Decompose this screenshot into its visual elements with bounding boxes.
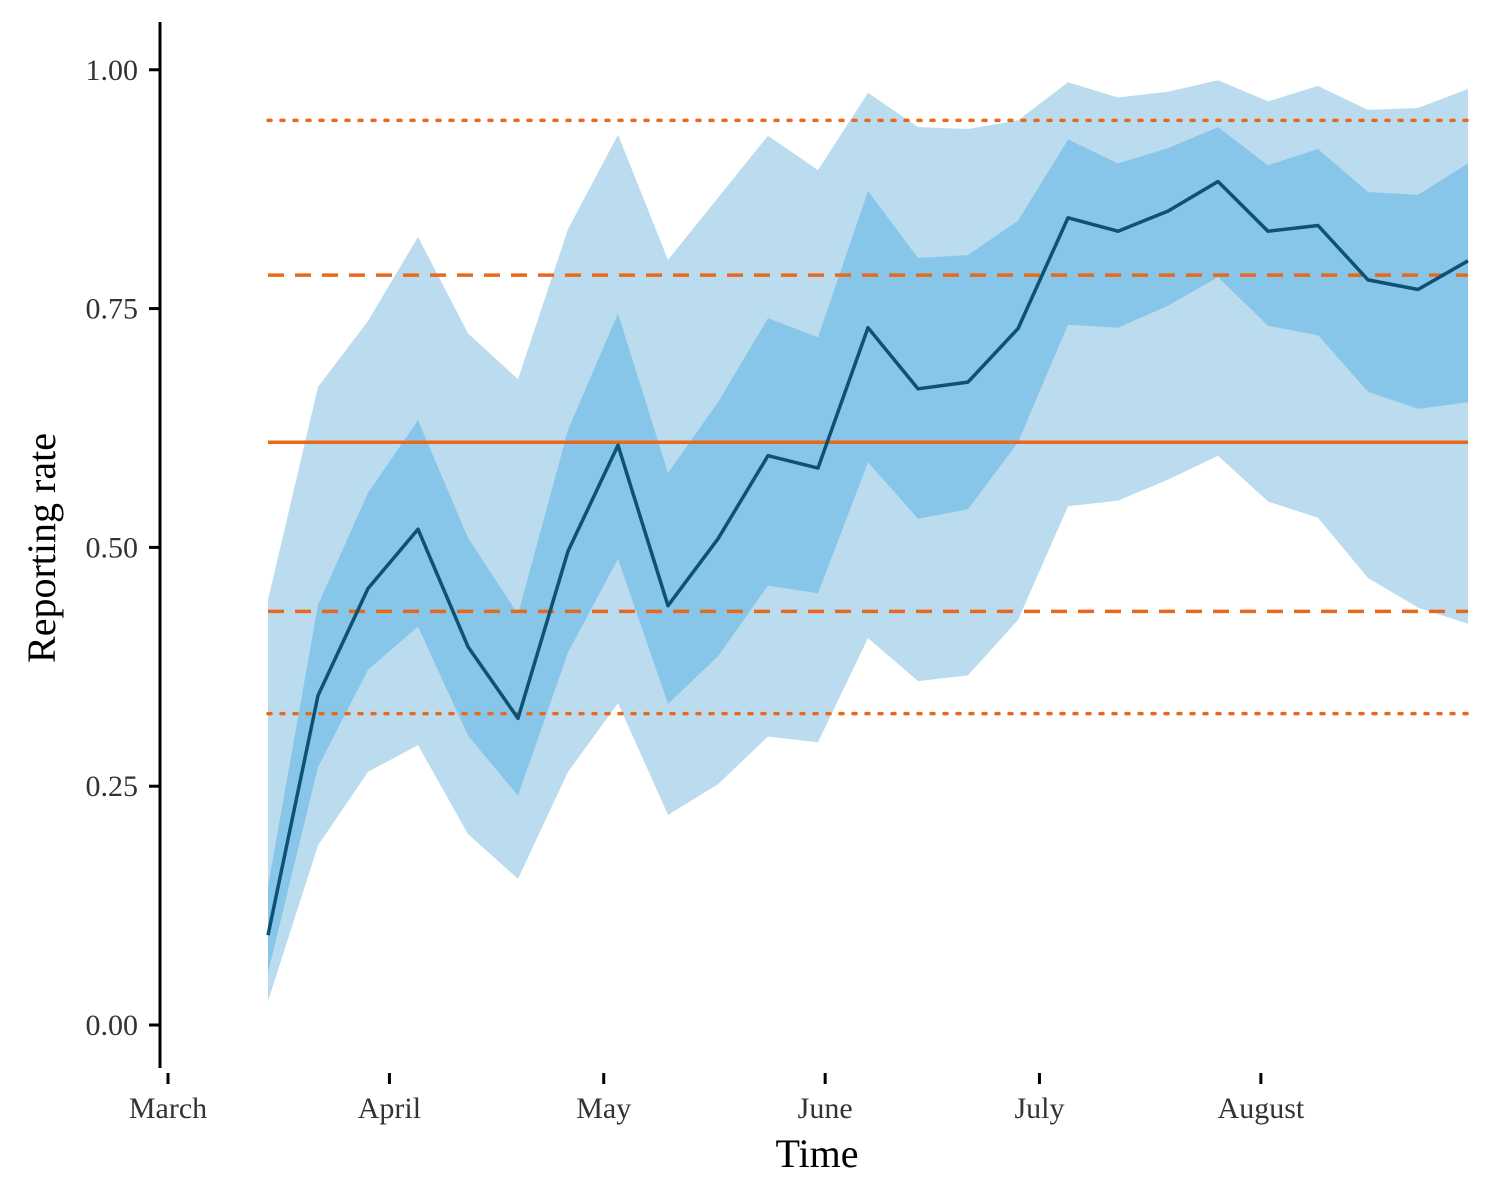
- plot-area: [266, 80, 1470, 1002]
- y-tick-label-4: 1.00: [86, 54, 139, 87]
- y-tick-label-2: 0.50: [86, 531, 139, 564]
- y-axis-ticks: 0.00 0.25 0.50 0.75 1.00: [86, 54, 160, 1042]
- x-tick-label-5: August: [1218, 1092, 1305, 1125]
- reference-lines: [266, 118, 1470, 716]
- interval-bands: [268, 80, 1468, 1002]
- median-line: [266, 179, 1469, 936]
- x-axis-ticks: March April May June July August: [129, 1073, 1305, 1125]
- inner-interval-band: [268, 127, 1468, 973]
- y-tick-label-1: 0.25: [86, 770, 139, 803]
- x-tick-label-3: June: [798, 1092, 853, 1125]
- x-tick-label-0: March: [129, 1092, 207, 1125]
- x-axis-title: Time: [775, 1131, 858, 1176]
- x-tick-label-4: July: [1014, 1092, 1064, 1125]
- y-axis-title: Reporting rate: [19, 433, 64, 663]
- outer-interval-band: [268, 80, 1468, 1002]
- x-tick-label-2: May: [576, 1092, 631, 1125]
- y-tick-label-3: 0.75: [86, 293, 139, 326]
- y-tick-label-0: 0.00: [86, 1009, 139, 1042]
- x-tick-label-1: April: [358, 1092, 421, 1125]
- median-line-group: [266, 179, 1469, 936]
